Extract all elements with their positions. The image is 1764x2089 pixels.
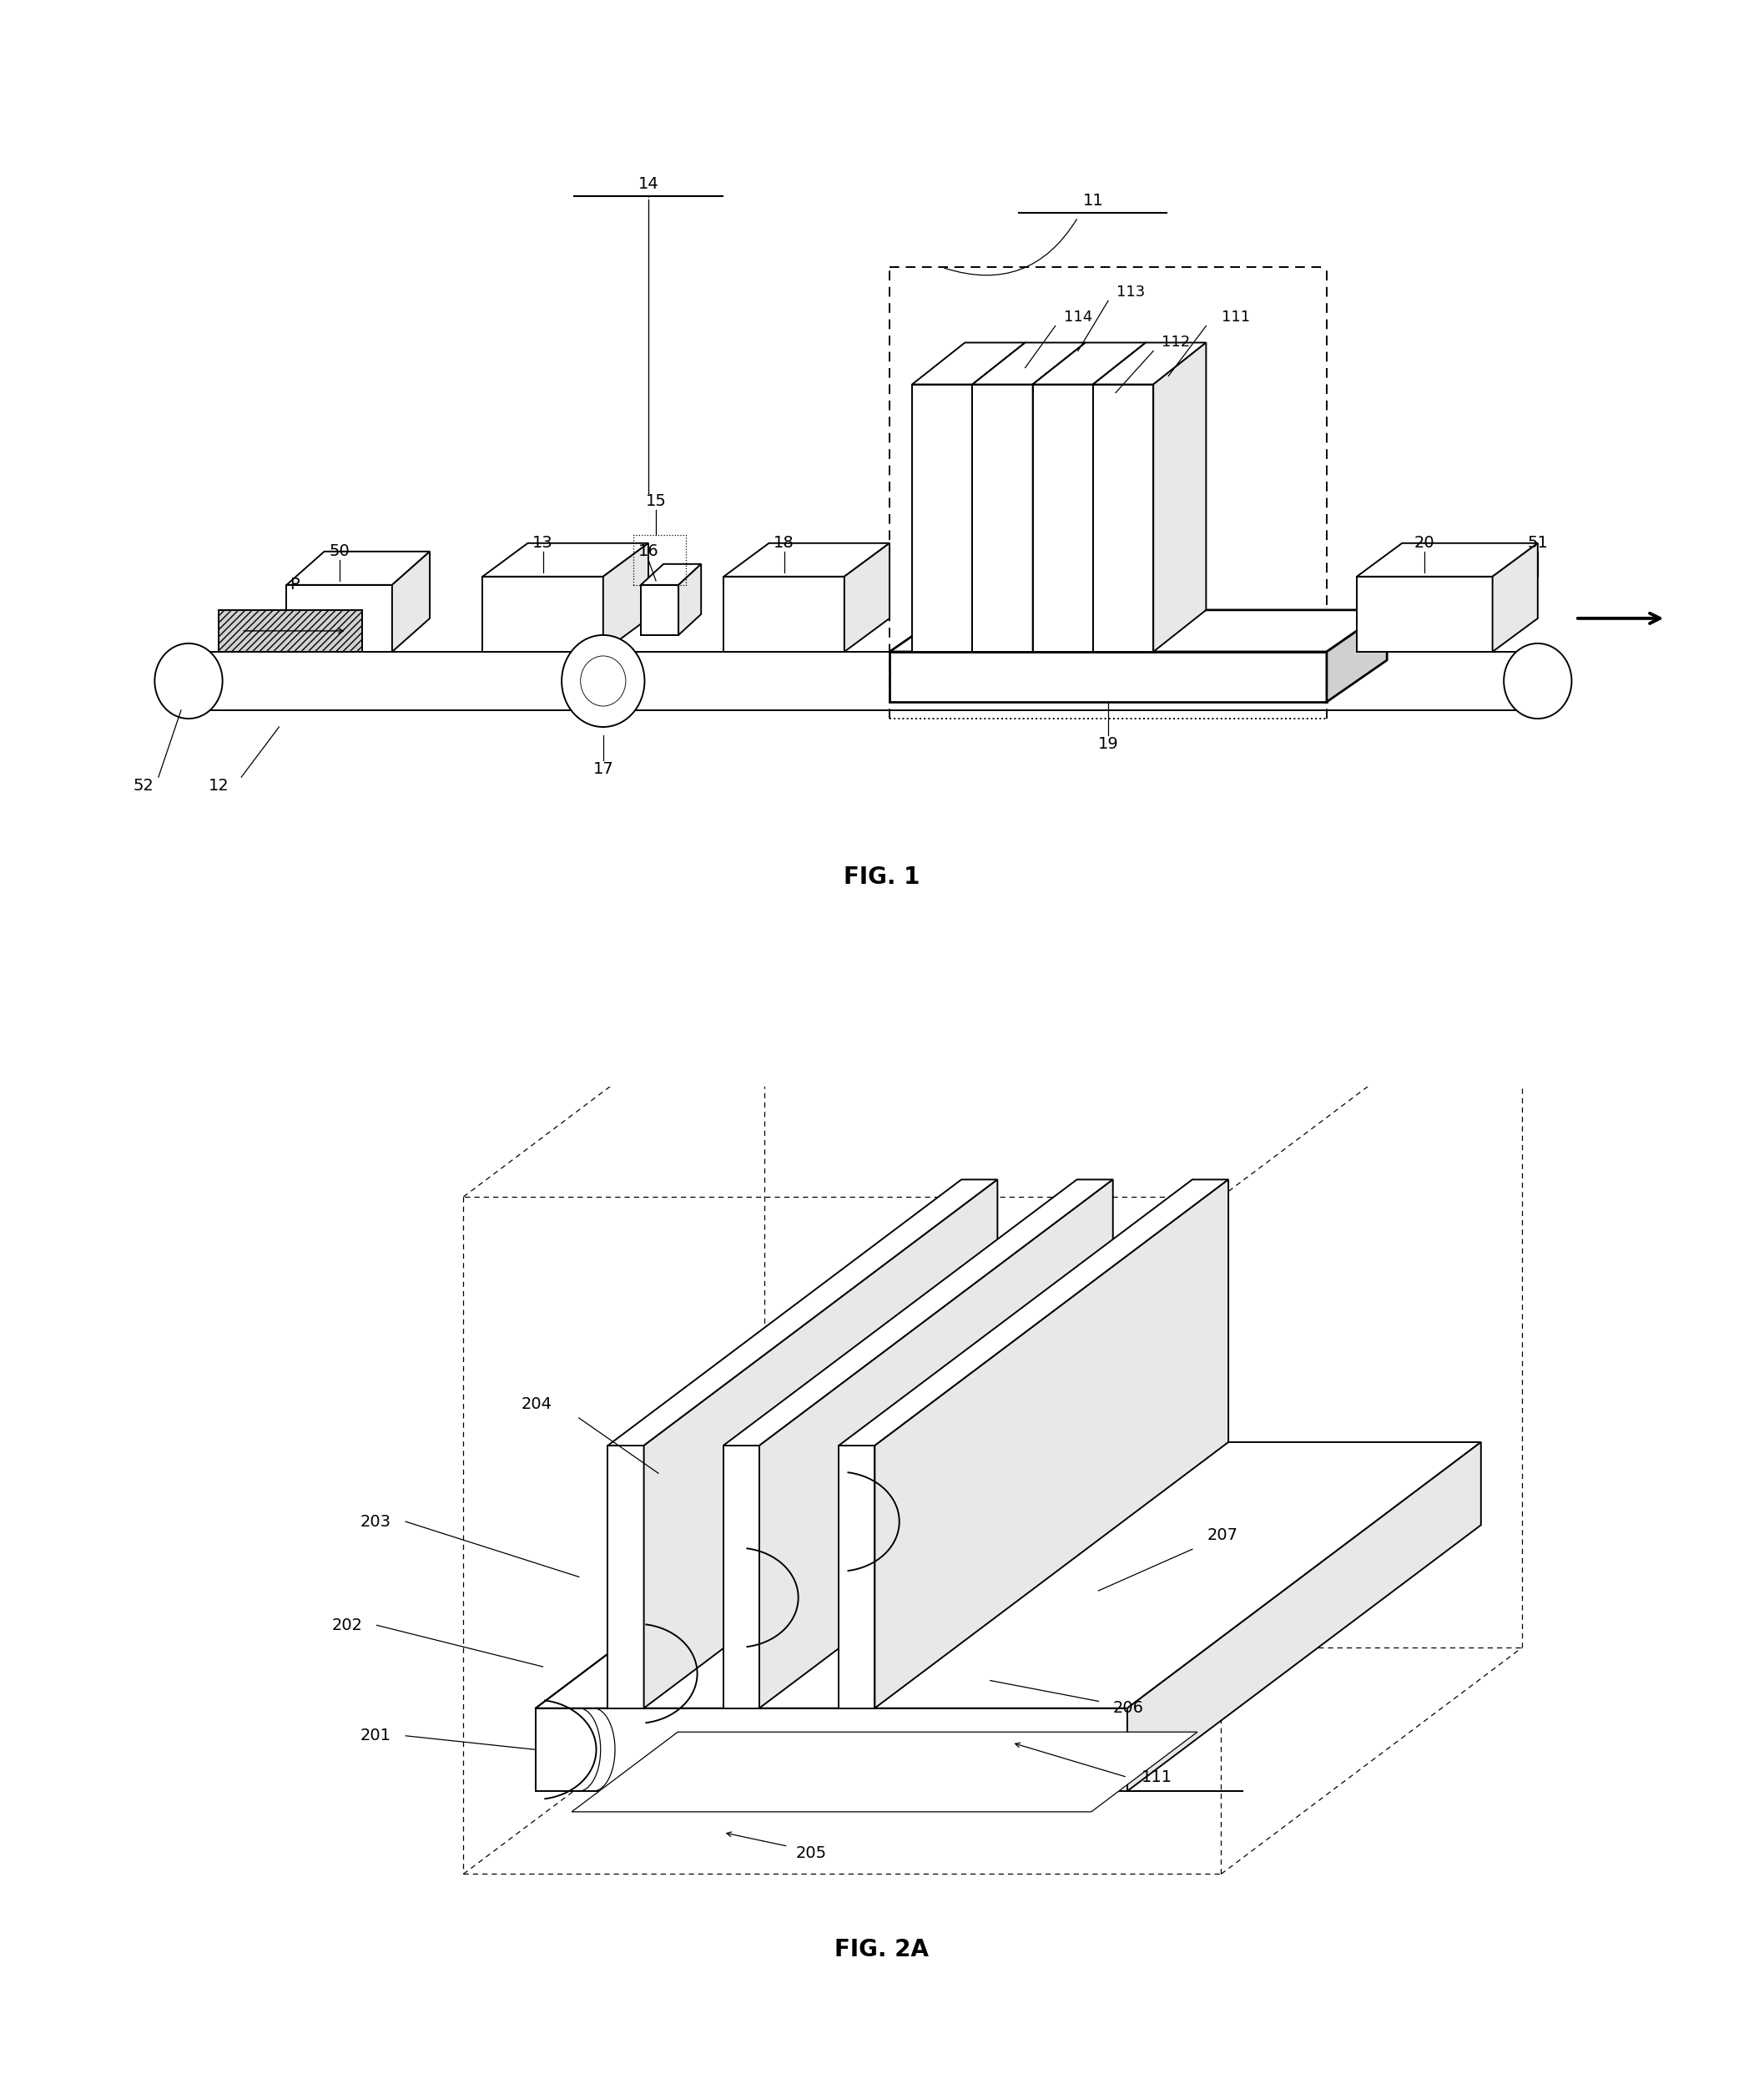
Text: 112: 112 (1162, 334, 1191, 351)
Polygon shape (572, 1732, 1198, 1811)
Text: 16: 16 (639, 543, 658, 560)
Polygon shape (603, 543, 649, 652)
Text: 52: 52 (132, 777, 153, 794)
Polygon shape (286, 551, 430, 585)
Polygon shape (1492, 543, 1538, 652)
Text: 18: 18 (774, 535, 794, 551)
Polygon shape (875, 1180, 1228, 1709)
Polygon shape (609, 1180, 997, 1446)
Text: 11: 11 (1083, 192, 1102, 209)
Ellipse shape (155, 643, 222, 719)
Polygon shape (1094, 384, 1154, 652)
Polygon shape (723, 1180, 1113, 1446)
Text: 111: 111 (1222, 309, 1251, 326)
Polygon shape (1327, 610, 1387, 702)
Polygon shape (723, 577, 845, 652)
Polygon shape (1357, 577, 1492, 652)
Polygon shape (1357, 543, 1538, 577)
Polygon shape (1127, 1441, 1482, 1790)
Polygon shape (483, 577, 603, 652)
Polygon shape (723, 1446, 759, 1709)
Polygon shape (838, 1180, 1228, 1446)
Polygon shape (759, 1180, 1113, 1709)
Text: 14: 14 (639, 175, 658, 192)
Polygon shape (1154, 343, 1207, 652)
Polygon shape (912, 384, 972, 652)
Circle shape (561, 635, 644, 727)
Text: 51: 51 (1528, 535, 1549, 551)
Text: 201: 201 (360, 1728, 392, 1744)
Polygon shape (644, 1180, 997, 1709)
Text: 12: 12 (208, 777, 229, 794)
Polygon shape (536, 1709, 1127, 1790)
Text: FIG. 1: FIG. 1 (843, 865, 921, 890)
Text: 206: 206 (1113, 1700, 1143, 1715)
Text: 113: 113 (1117, 284, 1145, 301)
Polygon shape (219, 610, 362, 652)
Polygon shape (889, 652, 1327, 702)
Polygon shape (286, 585, 392, 652)
Polygon shape (972, 343, 1025, 652)
Text: 202: 202 (332, 1617, 362, 1634)
Text: FIG. 2A: FIG. 2A (834, 1939, 930, 1962)
Text: 114: 114 (1064, 309, 1092, 326)
Text: 50: 50 (330, 543, 349, 560)
Text: 17: 17 (593, 760, 614, 777)
Polygon shape (392, 551, 430, 652)
Text: 204: 204 (520, 1395, 552, 1412)
Polygon shape (838, 1446, 875, 1709)
Text: 111: 111 (1141, 1769, 1173, 1786)
Polygon shape (483, 543, 649, 577)
Polygon shape (640, 564, 700, 585)
Polygon shape (1032, 343, 1147, 384)
Text: P: P (289, 577, 298, 593)
Text: 203: 203 (360, 1515, 392, 1529)
Polygon shape (640, 585, 679, 635)
Polygon shape (1094, 343, 1207, 384)
Polygon shape (972, 343, 1085, 384)
Polygon shape (1094, 343, 1147, 652)
Polygon shape (972, 384, 1032, 652)
Polygon shape (845, 543, 889, 652)
Text: 19: 19 (1097, 735, 1118, 752)
Polygon shape (889, 610, 1387, 652)
Polygon shape (723, 543, 889, 577)
Polygon shape (1032, 343, 1085, 652)
Polygon shape (609, 1446, 644, 1709)
Text: 205: 205 (796, 1845, 826, 1861)
Text: 20: 20 (1415, 535, 1434, 551)
Polygon shape (679, 564, 700, 635)
Text: 15: 15 (646, 493, 667, 510)
Ellipse shape (1503, 643, 1572, 719)
Polygon shape (912, 343, 1025, 384)
Polygon shape (1032, 384, 1094, 652)
Text: 207: 207 (1207, 1527, 1238, 1544)
Circle shape (580, 656, 626, 706)
Text: 13: 13 (533, 535, 554, 551)
Polygon shape (536, 1441, 1482, 1709)
